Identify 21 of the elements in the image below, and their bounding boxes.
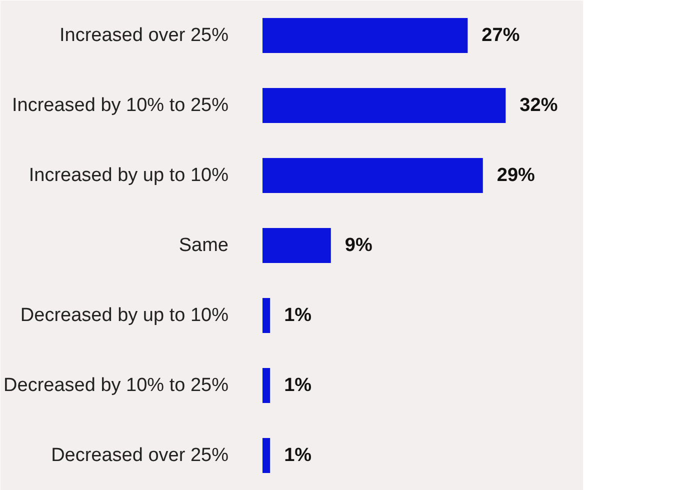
data-label: 27% <box>482 25 520 46</box>
bar <box>262 368 270 403</box>
y-tick-label: Increased by 10% to 25% <box>12 95 229 116</box>
y-tick-label: Decreased by up to 10% <box>20 305 229 326</box>
data-label: 9% <box>344 235 372 256</box>
y-tick-label: Decreased over 25% <box>51 445 229 466</box>
bar <box>262 18 468 53</box>
bar <box>262 88 506 123</box>
bar <box>262 298 270 333</box>
bar <box>262 228 331 263</box>
y-tick-label: Increased by up to 10% <box>28 165 229 186</box>
data-label: 1% <box>284 375 312 396</box>
data-label: 32% <box>520 95 558 116</box>
bar <box>262 158 483 193</box>
bar <box>262 438 270 473</box>
data-label: 1% <box>284 445 312 466</box>
data-label: 1% <box>284 305 312 326</box>
data-label: 29% <box>496 165 536 186</box>
y-tick-label: Decreased by 10% to 25% <box>4 375 229 396</box>
y-tick-label: Same <box>178 235 229 256</box>
y-tick-label: Increased over 25% <box>60 25 229 46</box>
